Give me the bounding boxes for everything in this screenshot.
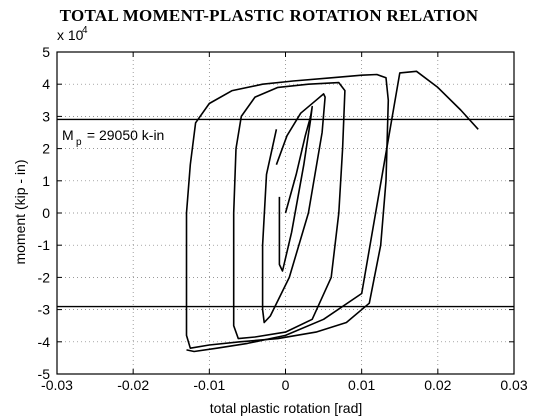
y-axis-label: moment (kip - in) <box>12 159 28 264</box>
y-tick-label: -5 <box>38 366 51 382</box>
y-multiplier-label: x 10 <box>57 27 84 43</box>
x-tick-label: 0.02 <box>424 377 451 393</box>
y-tick-label: -2 <box>38 269 51 285</box>
x-tick-label: -0.02 <box>117 377 149 393</box>
plot-frame <box>56 51 515 375</box>
x-tick-label: 0.01 <box>348 377 375 393</box>
hysteresis-loop-3 <box>232 81 346 340</box>
x-axis-label: total plastic rotation [rad] <box>210 400 363 416</box>
series-group <box>185 70 479 353</box>
y-tick-label: 2 <box>42 141 50 157</box>
mp-annotation-value: = 29050 k-in <box>83 127 164 143</box>
mp-annotation: M p = 29050 k-in <box>62 127 164 148</box>
y-tick-labels: 5 4 3 2 1 0 -1 -2 -3 -4 -5 <box>38 44 51 382</box>
x-tick-label: -0.01 <box>193 377 225 393</box>
hysteresis-loop-4 <box>185 73 390 350</box>
y-tick-label: 1 <box>42 173 50 189</box>
mp-annotation-main: M <box>62 127 74 143</box>
mp-annotation-sub: p <box>76 137 82 148</box>
y-tick-label: -1 <box>38 237 51 253</box>
chart-title: TOTAL MOMENT-PLASTIC ROTATION RELATION <box>59 6 479 25</box>
y-tick-label: 4 <box>42 76 50 92</box>
reference-lines <box>57 118 514 308</box>
x-tick-label: -0.03 <box>41 377 73 393</box>
y-multiplier-exponent: 4 <box>82 25 88 36</box>
y-tick-label: 3 <box>42 108 50 124</box>
y-tick-label: -3 <box>38 302 51 318</box>
y-tick-label: 5 <box>42 44 50 60</box>
hysteresis-loop-2 <box>261 93 326 324</box>
hysteresis-loop-1 <box>278 105 314 272</box>
x-tick-label: 0 <box>282 377 290 393</box>
y-tick-label: -4 <box>38 334 51 350</box>
y-tick-label: 0 <box>42 205 50 221</box>
x-tick-label: 0.03 <box>500 377 527 393</box>
hysteresis-loop-5 <box>186 70 479 353</box>
x-tick-labels: -0.03 -0.02 -0.01 0 0.01 0.02 0.03 <box>41 377 528 393</box>
